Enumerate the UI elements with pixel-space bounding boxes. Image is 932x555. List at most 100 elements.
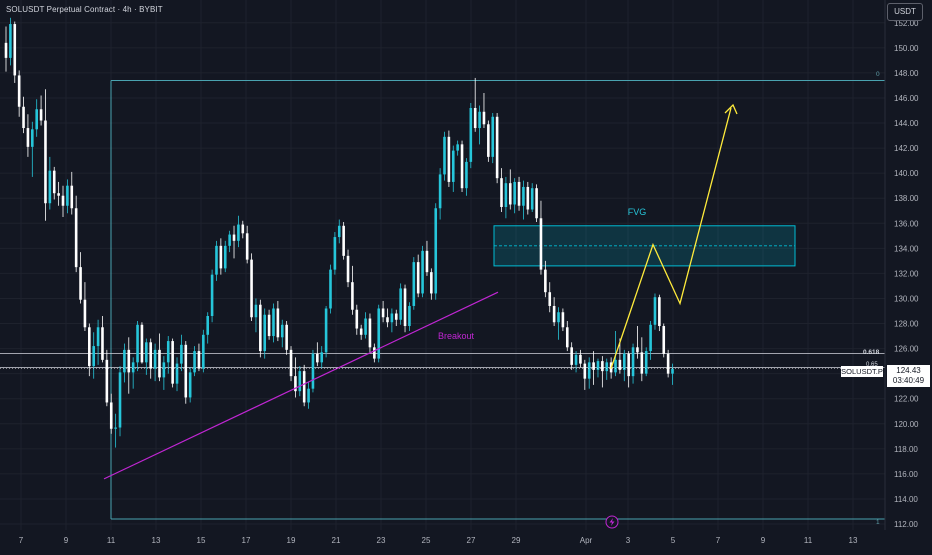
- candle: [184, 341, 188, 404]
- candle: [123, 343, 126, 383]
- y-tick-label: 150.00: [894, 44, 919, 53]
- candle: [96, 319, 100, 365]
- y-tick-label: 142.00: [894, 144, 919, 153]
- y-tick-label: 140.00: [894, 169, 919, 178]
- candle: [9, 17, 12, 66]
- candle: [447, 130, 451, 187]
- x-tick-label: 29: [512, 536, 521, 545]
- candle: [311, 349, 315, 393]
- x-tick-label: 7: [19, 536, 24, 545]
- candle: [666, 349, 670, 378]
- y-axis: 112.00 114.00 116.00 118.00 120.00 122.00 124.…: [884, 0, 919, 530]
- projection-path[interactable]: [610, 107, 732, 369]
- currency-button[interactable]: USDT: [887, 3, 923, 21]
- candle: [35, 99, 38, 137]
- candle: [22, 96, 25, 134]
- y-tick-label: 138.00: [894, 194, 919, 203]
- y-tick-label: 136.00: [894, 219, 919, 228]
- candle: [618, 338, 622, 374]
- y-tick-label: 116.00: [894, 470, 918, 479]
- candle: [285, 321, 288, 355]
- x-tick-label: 17: [242, 536, 251, 545]
- candle: [127, 337, 131, 394]
- candle: [434, 203, 438, 300]
- candle: [197, 343, 201, 372]
- x-tick-label: 19: [287, 536, 296, 545]
- x-tick-label: 21: [332, 536, 341, 545]
- x-tick-label: 13: [849, 536, 858, 545]
- candle: [351, 265, 354, 315]
- candle: [259, 299, 262, 358]
- candle: [469, 102, 473, 169]
- x-tick-label: 7: [716, 536, 721, 545]
- candle: [421, 245, 424, 298]
- candle: [289, 346, 293, 382]
- chart-title: SOLUSDT Perpetual Contract · 4h · BYBIT: [6, 5, 163, 14]
- candle: [640, 337, 644, 382]
- candle: [473, 77, 477, 132]
- candle: [329, 264, 332, 314]
- candle: [210, 269, 214, 323]
- candle: [368, 313, 372, 353]
- candle: [145, 338, 148, 375]
- candle: [294, 357, 297, 398]
- y-tick-label: 122.00: [894, 395, 919, 404]
- candle: [140, 322, 144, 364]
- candle: [671, 363, 674, 385]
- candle: [88, 323, 91, 377]
- candle: [193, 346, 196, 377]
- candle: [346, 249, 350, 288]
- breakout-trendline[interactable]: [103, 291, 499, 480]
- candle: [552, 297, 556, 327]
- candle: [513, 178, 516, 214]
- x-tick-label: 9: [64, 536, 69, 545]
- candle: [355, 304, 359, 335]
- candle: [136, 321, 139, 372]
- last-price-box: 124.43 03:40:49: [887, 365, 930, 387]
- x-tick-label: 27: [467, 536, 476, 545]
- x-tick-label: 15: [197, 536, 206, 545]
- candle: [337, 219, 341, 244]
- y-tick-label: 112.00: [894, 520, 918, 529]
- candle: [451, 145, 455, 192]
- candle: [561, 308, 565, 332]
- candle: [26, 114, 30, 157]
- candle: [109, 393, 113, 434]
- candle: [324, 305, 328, 358]
- candle: [223, 240, 227, 273]
- candle: [333, 232, 337, 275]
- candle: [241, 220, 245, 239]
- y-tick-label: 120.00: [894, 420, 919, 429]
- lightning-icon[interactable]: [605, 515, 619, 529]
- candle: [342, 222, 345, 260]
- candle: [495, 113, 499, 184]
- y-tick-label: 128.00: [894, 320, 919, 329]
- candle: [153, 343, 157, 382]
- candle: [219, 238, 223, 275]
- fvg-label: FVG: [628, 207, 647, 217]
- candle: [206, 312, 210, 344]
- candle: [491, 113, 495, 164]
- candle: [74, 195, 78, 273]
- candle: [237, 215, 240, 248]
- candle: [579, 349, 582, 368]
- candle: [390, 308, 394, 333]
- candle: [649, 321, 652, 360]
- projection-arrowhead: [724, 103, 738, 115]
- y-tick-label: 148.00: [894, 69, 919, 78]
- candle: [17, 70, 21, 117]
- y-tick-label: 130.00: [894, 294, 919, 303]
- candle: [627, 351, 630, 388]
- candle: [118, 366, 122, 437]
- candle: [272, 303, 275, 343]
- x-tick-label: 13: [152, 536, 161, 545]
- candle: [500, 168, 503, 213]
- candle: [175, 357, 179, 392]
- candle: [662, 323, 666, 358]
- candle: [105, 349, 109, 407]
- symbol-tag: SOLUSDT.P: [841, 366, 883, 377]
- candle: [526, 181, 530, 215]
- candle: [508, 169, 512, 210]
